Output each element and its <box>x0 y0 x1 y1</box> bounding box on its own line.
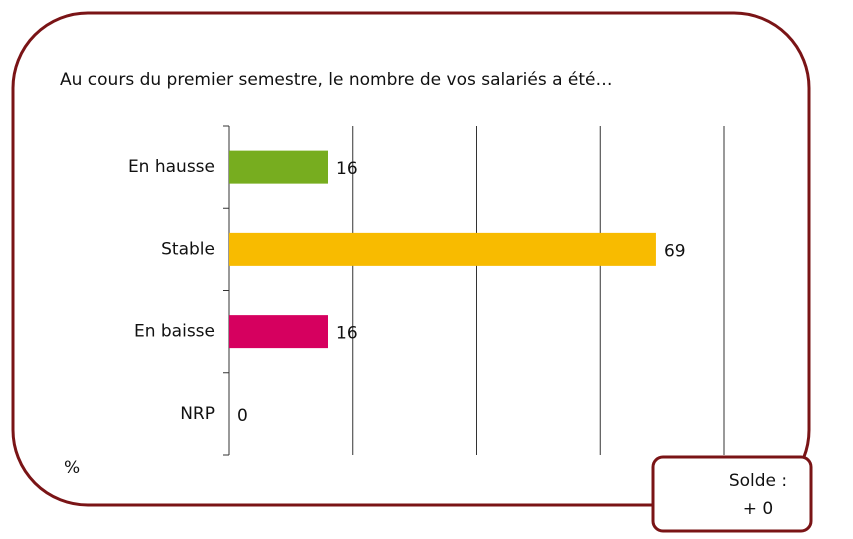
data-label: 16 <box>336 159 358 179</box>
category-label: En hausse <box>128 157 215 177</box>
plot: En hausse 16 Stable 69 En baisse 16 NRP 0 <box>128 125 725 456</box>
data-label: 69 <box>664 241 686 261</box>
balance-box <box>651 455 813 533</box>
data-label: 0 <box>237 406 248 426</box>
bar <box>229 232 656 266</box>
balance-value: + 0 <box>743 499 773 519</box>
category-label: Stable <box>161 239 215 259</box>
category-label: En baisse <box>134 322 215 342</box>
balance-label: Solde : <box>729 471 787 491</box>
bar <box>229 150 328 184</box>
category-label: NRP <box>180 404 215 424</box>
bar <box>229 315 328 349</box>
unit-label: % <box>64 458 80 478</box>
data-label: 16 <box>336 324 358 344</box>
chart-title: Au cours du premier semestre, le nombre … <box>60 70 613 90</box>
